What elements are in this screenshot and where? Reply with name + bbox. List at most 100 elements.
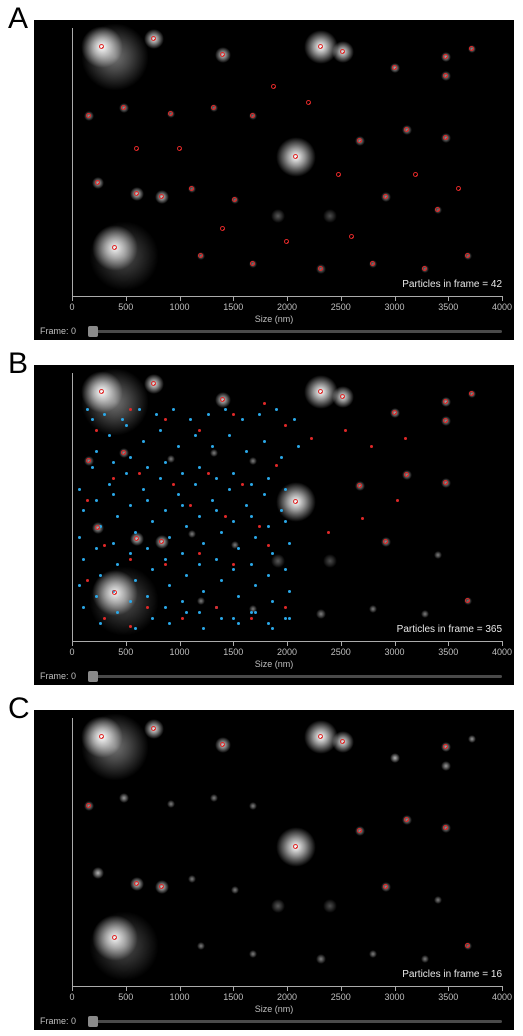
particle-marker-blue bbox=[211, 499, 214, 502]
particle-marker-red bbox=[181, 617, 184, 620]
particle-marker bbox=[318, 734, 323, 739]
x-tick-label: 2500 bbox=[331, 992, 351, 1002]
particle-marker-blue bbox=[151, 520, 154, 523]
particle-marker-blue bbox=[125, 424, 128, 427]
particle-marker bbox=[465, 943, 470, 948]
particle-glow bbox=[390, 753, 400, 763]
particle-marker-blue bbox=[198, 515, 201, 518]
particle-marker bbox=[293, 154, 298, 159]
particle-marker bbox=[86, 113, 91, 118]
frame-label: Frame: 0 bbox=[40, 326, 76, 336]
x-axis-label: Size (nm) bbox=[255, 314, 294, 324]
x-tick-label: 2000 bbox=[277, 992, 297, 1002]
particle-marker-blue bbox=[241, 418, 244, 421]
frame-slider-track[interactable] bbox=[90, 675, 502, 678]
particle-marker-blue bbox=[116, 515, 119, 518]
particle-marker-blue bbox=[146, 547, 149, 550]
particle-marker-red bbox=[198, 429, 201, 432]
particle-marker bbox=[413, 172, 418, 177]
particle-marker bbox=[86, 803, 91, 808]
particle-marker-blue bbox=[151, 568, 154, 571]
particle-marker-red bbox=[138, 472, 141, 475]
particle-marker-blue bbox=[134, 531, 137, 534]
x-tick bbox=[395, 986, 396, 991]
particle-marker-blue bbox=[297, 445, 300, 448]
particle-marker-blue bbox=[134, 627, 137, 630]
x-tick-label: 1500 bbox=[223, 647, 243, 657]
particle-marker-blue bbox=[155, 413, 158, 416]
particle-marker bbox=[95, 525, 100, 530]
particle-marker bbox=[112, 245, 117, 250]
particle-marker-blue bbox=[250, 515, 253, 518]
particle-glow bbox=[421, 955, 429, 963]
particle-marker bbox=[99, 389, 104, 394]
particle-marker-red bbox=[86, 579, 89, 582]
particle-marker bbox=[383, 884, 388, 889]
particle-marker bbox=[151, 726, 156, 731]
particle-marker-blue bbox=[82, 509, 85, 512]
particle-marker-blue bbox=[185, 611, 188, 614]
particle-marker-blue bbox=[267, 525, 270, 528]
x-tick bbox=[448, 296, 449, 301]
plot-c: Concentration (particles / ml) Size (nm)… bbox=[34, 710, 514, 1030]
particle-marker bbox=[392, 410, 397, 415]
particle-marker-red bbox=[172, 483, 175, 486]
frame-slider-thumb[interactable] bbox=[88, 1016, 98, 1027]
particle-marker bbox=[293, 499, 298, 504]
particle-marker bbox=[435, 207, 440, 212]
particle-marker-red bbox=[404, 437, 407, 440]
particles-count-text: Particles in frame = 365 bbox=[397, 624, 502, 635]
frame-slider-thumb[interactable] bbox=[88, 671, 98, 682]
particle-glow bbox=[369, 605, 377, 613]
particle-marker bbox=[357, 138, 362, 143]
particle-marker-blue bbox=[237, 547, 240, 550]
particle-marker bbox=[443, 73, 448, 78]
x-tick bbox=[180, 986, 181, 991]
particle-marker bbox=[465, 253, 470, 258]
x-tick bbox=[287, 986, 288, 991]
particle-marker-blue bbox=[159, 477, 162, 480]
particle-marker bbox=[340, 739, 345, 744]
particle-marker bbox=[469, 46, 474, 51]
particle-marker-blue bbox=[250, 483, 253, 486]
plot-a: Concentration (particles / ml) Size (nm)… bbox=[34, 20, 514, 340]
x-tick-label: 1000 bbox=[169, 647, 189, 657]
frame-slider-track[interactable] bbox=[90, 330, 502, 333]
particle-marker-blue bbox=[181, 600, 184, 603]
particle-glow bbox=[119, 793, 129, 803]
particle-marker-red bbox=[284, 424, 287, 427]
particle-marker-red bbox=[263, 402, 266, 405]
particle-marker-blue bbox=[159, 429, 162, 432]
particle-marker-blue bbox=[185, 525, 188, 528]
particle-marker-blue bbox=[146, 499, 149, 502]
particle-glow bbox=[197, 942, 205, 950]
particle-marker bbox=[404, 472, 409, 477]
x-tick bbox=[180, 296, 181, 301]
particle-marker-blue bbox=[151, 617, 154, 620]
particles-count-text: Particles in frame = 16 bbox=[402, 969, 502, 980]
particle-glow bbox=[249, 457, 257, 465]
x-tick-label: 2500 bbox=[331, 647, 351, 657]
particle-marker bbox=[293, 844, 298, 849]
x-tick bbox=[341, 641, 342, 646]
particle-marker bbox=[271, 84, 276, 89]
x-tick bbox=[395, 641, 396, 646]
particle-marker-blue bbox=[146, 595, 149, 598]
x-tick-label: 2500 bbox=[331, 302, 351, 312]
panel-a: A Concentration (particles / ml) Size (n… bbox=[0, 0, 523, 345]
particle-glow bbox=[167, 455, 175, 463]
particle-marker-blue bbox=[177, 493, 180, 496]
x-tick-label: 4000 bbox=[492, 992, 512, 1002]
particle-marker-blue bbox=[202, 590, 205, 593]
particle-marker bbox=[159, 194, 164, 199]
particle-glow bbox=[89, 221, 159, 291]
x-tick-label: 3500 bbox=[438, 647, 458, 657]
frame-slider-track[interactable] bbox=[90, 1020, 502, 1023]
particle-glow bbox=[468, 735, 476, 743]
particle-marker-red bbox=[129, 558, 132, 561]
particle-marker-blue bbox=[95, 499, 98, 502]
frame-slider-thumb[interactable] bbox=[88, 326, 98, 337]
particle-marker-blue bbox=[142, 488, 145, 491]
particle-marker-blue bbox=[185, 574, 188, 577]
particle-marker-blue bbox=[254, 584, 257, 587]
